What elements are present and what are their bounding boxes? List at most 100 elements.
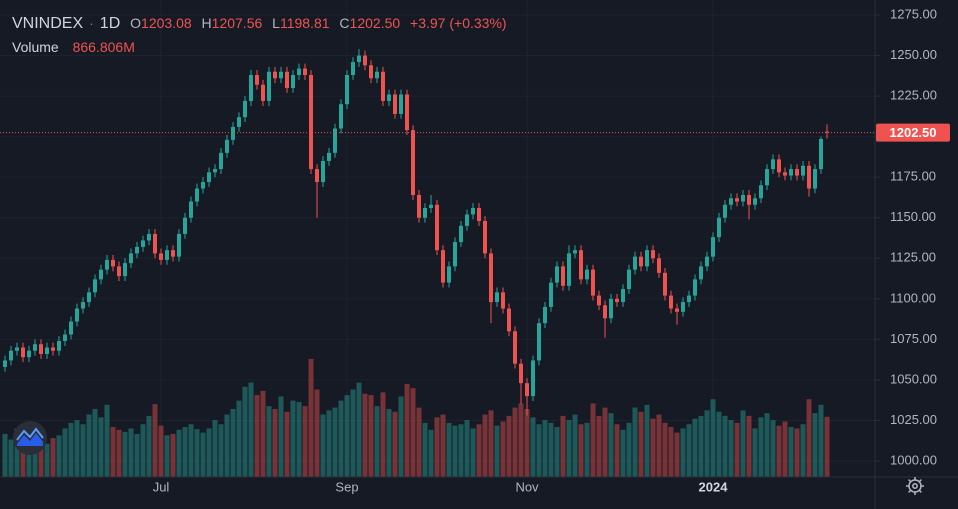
candle-body — [759, 185, 763, 199]
volume-bar — [164, 435, 170, 477]
volume-bar — [692, 418, 698, 477]
candle-body — [657, 258, 661, 273]
volume-bar — [602, 407, 608, 477]
y-tick-label: 1025.00 — [890, 412, 937, 427]
candle-body — [627, 269, 631, 290]
candle-body — [183, 217, 187, 234]
candle-body — [369, 65, 373, 79]
volume-bar — [326, 410, 332, 477]
y-tick-label: 1150.00 — [890, 209, 936, 224]
volume-bar — [626, 422, 632, 477]
high-key: H — [201, 15, 212, 31]
volume-bar — [44, 443, 50, 477]
volume-bar — [824, 416, 830, 477]
volume-bar — [506, 415, 512, 477]
candle-body — [621, 289, 625, 303]
candle-body — [765, 169, 769, 186]
volume-bar — [350, 389, 356, 477]
candle-body — [363, 55, 367, 66]
volume-bar — [32, 440, 38, 477]
candle-body — [321, 160, 325, 183]
candle-body — [255, 75, 259, 85]
volume-bar — [242, 386, 248, 477]
volume-bar — [20, 436, 26, 477]
candle-body — [669, 295, 673, 309]
candle-body — [495, 292, 499, 303]
symbol: VNINDEX — [12, 15, 84, 32]
volume-bar — [446, 422, 452, 477]
y-tick-label: 1250.00 — [890, 47, 937, 62]
volume-bar — [272, 408, 278, 477]
volume-bar — [338, 400, 344, 477]
candle-body — [339, 104, 343, 129]
volume-bar — [362, 393, 368, 477]
candle-body — [747, 195, 751, 205]
candle-body — [3, 360, 7, 367]
volume-bar — [308, 359, 314, 477]
volume-bar — [452, 425, 458, 477]
volume-bar — [494, 425, 500, 477]
volume-bar — [776, 425, 782, 477]
volume-bar — [74, 420, 80, 477]
candle-body — [303, 68, 307, 76]
candle-body — [57, 340, 61, 351]
candle-body — [723, 204, 727, 218]
candle-body — [51, 347, 55, 351]
candle-body — [699, 266, 703, 280]
candle-body — [273, 71, 277, 79]
volume-bar — [404, 383, 410, 477]
candle-body — [519, 363, 523, 384]
candle-body — [375, 71, 379, 79]
volume-bar — [440, 414, 446, 477]
candle-body — [93, 279, 97, 293]
candle-body — [639, 256, 643, 267]
volume-bar — [56, 435, 62, 477]
volume-bar — [650, 418, 656, 477]
volume-bar — [152, 404, 158, 477]
volume-bar — [296, 402, 302, 477]
candle-body — [267, 71, 271, 101]
candle-body — [537, 323, 541, 361]
volume-bar — [428, 429, 434, 477]
candle-body — [279, 71, 283, 79]
settings-gear[interactable] — [906, 477, 924, 495]
candle-body — [795, 169, 799, 176]
volume-bar — [158, 425, 164, 477]
close-key: C — [339, 15, 350, 31]
open-key: O — [130, 15, 142, 31]
candle-body — [123, 263, 127, 277]
volume-bar — [92, 408, 98, 477]
volume-bar — [392, 411, 398, 477]
volume-bar — [386, 408, 392, 477]
volume-bar — [806, 399, 812, 477]
candle-body — [567, 253, 571, 286]
candle-body — [147, 233, 151, 241]
candle-body — [783, 172, 787, 176]
volume-bar — [584, 422, 590, 477]
volume-bar — [530, 417, 536, 477]
candle-body — [69, 321, 73, 335]
candle-body — [717, 217, 721, 238]
volume-bar — [62, 428, 68, 477]
candle-body — [585, 269, 589, 280]
candle-body — [729, 198, 733, 205]
volume-bar — [356, 382, 362, 477]
candle-body — [135, 246, 139, 254]
volume-bar — [638, 411, 644, 477]
volume-bar — [656, 414, 662, 477]
candle-body — [261, 84, 265, 101]
x-tick-label: 2024 — [699, 479, 729, 494]
volume-bar — [146, 415, 152, 477]
candle-body — [129, 253, 133, 264]
volume-bar — [800, 424, 806, 477]
interval: 1D — [99, 15, 121, 32]
candle-body — [429, 204, 433, 208]
low-value: 1198.81 — [279, 15, 330, 31]
volume-bar — [128, 428, 134, 477]
volume-bar — [788, 427, 794, 477]
grid — [0, 0, 875, 477]
candle-body — [249, 75, 253, 101]
candle-body — [789, 169, 793, 176]
candle-body — [687, 295, 691, 303]
